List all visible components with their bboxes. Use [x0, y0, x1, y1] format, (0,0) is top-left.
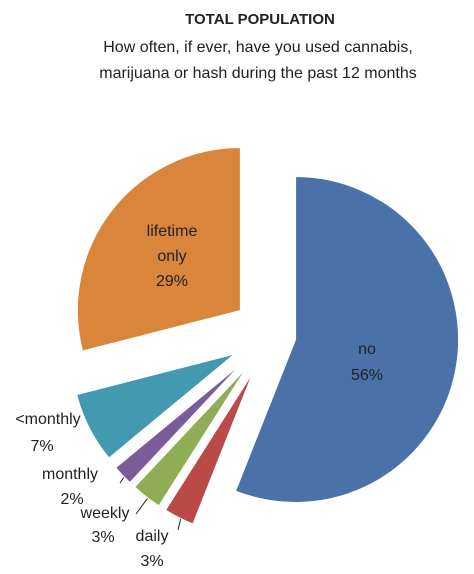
pie-slice	[164, 372, 254, 525]
slice-label-cont: only	[157, 248, 186, 265]
slice-label: <monthly	[15, 411, 80, 428]
pie-slice	[234, 175, 460, 503]
slice-label: monthly	[42, 466, 98, 483]
slice-label: no	[358, 341, 376, 358]
chart-subtitle: How often, if ever, have you used cannab…	[103, 39, 413, 56]
value-label: 2%	[60, 491, 83, 508]
slice-label: weekly	[80, 505, 130, 522]
pie-slice	[115, 363, 242, 484]
value-label: 3%	[140, 553, 163, 570]
pie-slice	[76, 353, 235, 459]
chart-title: TOTAL POPULATION	[185, 11, 335, 28]
pie-slice	[133, 367, 247, 507]
slice-label: lifetime	[147, 223, 198, 240]
slice-label: daily	[136, 528, 169, 545]
value-label: 3%	[91, 529, 114, 546]
value-label: 29%	[156, 273, 188, 290]
value-label: 56%	[351, 367, 383, 384]
value-label: 7%	[30, 438, 53, 455]
chart-subtitle: marijuana or hash during the past 12 mon…	[99, 65, 417, 82]
pie-slice	[76, 146, 241, 352]
